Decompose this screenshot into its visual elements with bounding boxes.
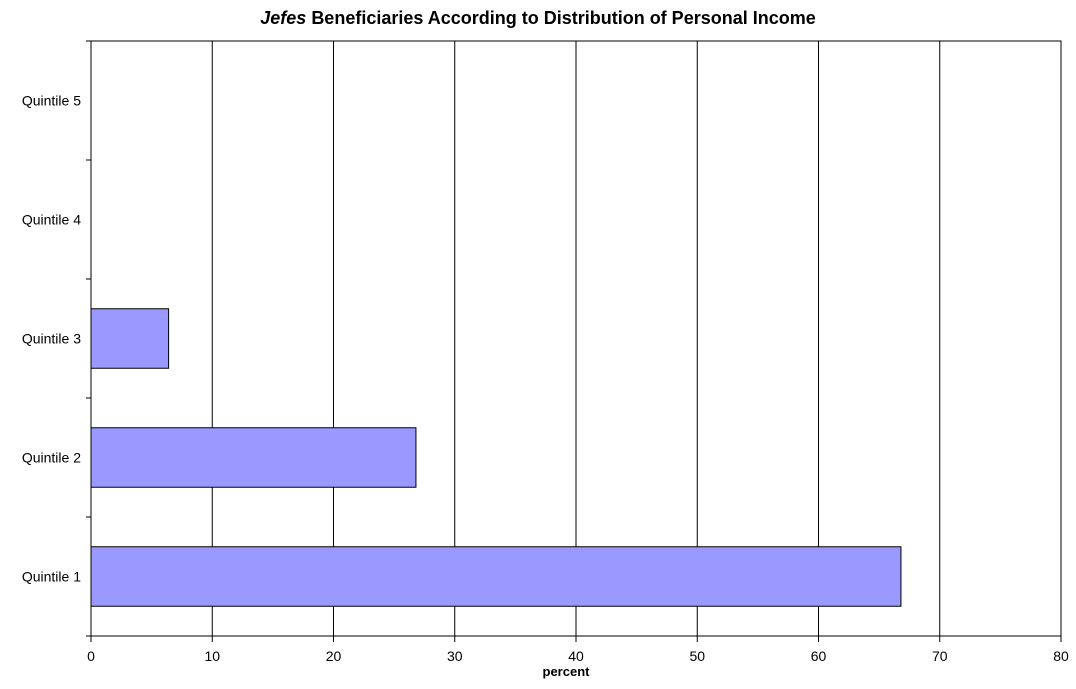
y-tick-label: Quintile 2 [22, 450, 81, 466]
y-tick-label: Quintile 5 [22, 93, 81, 109]
bar-quintile-1 [90, 546, 902, 607]
x-tick-label: 40 [568, 648, 584, 664]
x-tick-label: 30 [447, 648, 463, 664]
x-tick-label: 80 [1053, 648, 1069, 664]
x-tick-label: 20 [326, 648, 342, 664]
y-tick-label: Quintile 1 [22, 569, 81, 585]
y-tick-label: Quintile 3 [22, 331, 81, 347]
x-tick-label: 50 [689, 648, 705, 664]
x-axis-label: percent [543, 664, 591, 679]
chart-title: Jefes Beneficiaries According to Distrib… [0, 8, 1076, 29]
y-tick-label: Quintile 4 [22, 212, 81, 228]
x-tick-label: 60 [811, 648, 827, 664]
chart-title-emphasis: Jefes [260, 8, 307, 28]
x-tick-label: 0 [87, 648, 95, 664]
x-tick-label: 70 [932, 648, 948, 664]
bar-quintile-3 [90, 308, 170, 369]
x-tick-label: 10 [204, 648, 220, 664]
bar-quintile-2 [90, 427, 417, 488]
chart-title-rest: Beneficiaries According to Distribution … [311, 8, 816, 28]
